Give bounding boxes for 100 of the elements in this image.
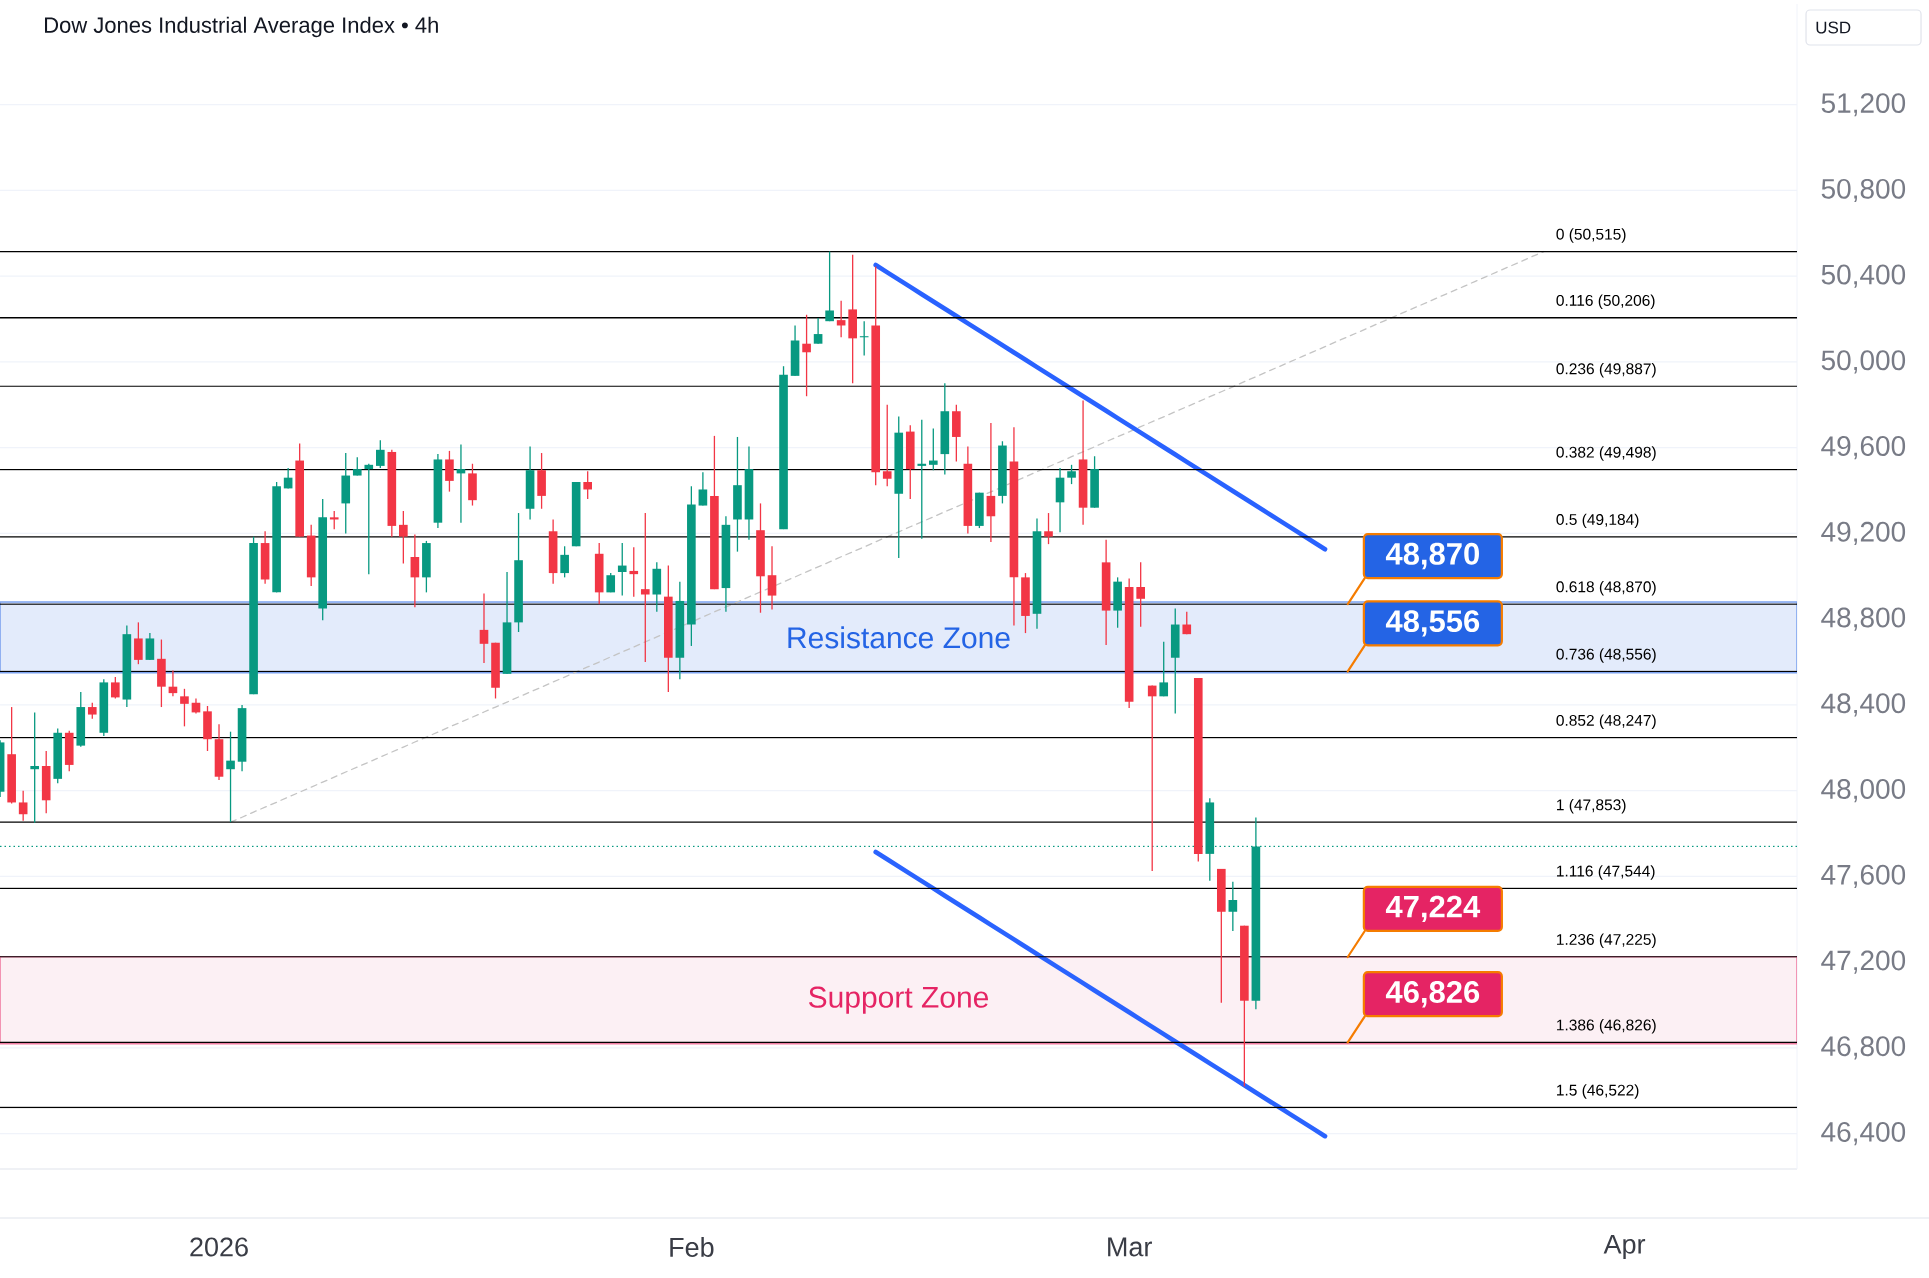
candlestick [825,250,834,322]
candlestick [422,540,431,594]
candlestick [249,535,258,695]
y-tick-label: 47,200 [1821,950,1906,974]
candlestick [7,706,16,805]
candlestick [329,510,339,530]
candlestick [295,442,304,538]
candlestick [30,711,39,824]
candlestick [1055,467,1065,533]
candlestick [180,688,189,727]
candlestick [952,404,961,463]
x-tick-label: 2026 [190,1237,248,1257]
candlestick [1101,539,1111,646]
candlestick [940,382,950,476]
candlestick [76,691,86,748]
candlestick [1228,881,1238,932]
ref-line-label: 0.236 (49,887) [1556,362,1656,378]
ref-line-label: 1.5 (46,522) [1557,1084,1639,1099]
candlestick [352,456,362,477]
candlestick [1136,561,1145,628]
candlestick [640,512,650,663]
candlestick [606,572,616,594]
candlestick [410,533,420,609]
y-tick-label: 50,400 [1821,264,1906,288]
ref-line-label: 0.736 (48,556) [1556,648,1656,663]
y-tick-label: 49,200 [1821,521,1906,545]
y-tick-label: 46,400 [1821,1122,1906,1146]
candlestick [779,365,788,530]
candlestick [1217,868,1226,1004]
candlestick [1078,399,1088,526]
candlestick [813,317,823,345]
ref-line-label: 0 (50,515) [1556,228,1626,243]
candlestick [479,592,489,664]
y-tick-label: 48,800 [1821,607,1906,631]
candlestick [1113,576,1122,629]
candlestick [1182,611,1192,635]
candlestick [1124,577,1134,709]
candlestick [375,439,385,469]
y-tick-label: 48,400 [1821,693,1906,717]
candlestick [203,705,212,752]
candlestick [721,515,731,613]
candlestick [468,463,477,507]
candlestick [387,449,397,538]
candlestick [790,324,800,377]
candlestick [399,510,408,565]
y-tick-label: 47,600 [1821,864,1906,888]
candlestick [1159,641,1169,697]
candlestick [733,436,742,553]
x-tick-label: Apr [1603,1234,1646,1260]
ref-line-label: 1.116 (47,544) [1557,865,1655,880]
candlestick [571,481,581,547]
candlestick [767,545,777,611]
candlestick [871,265,881,486]
text: Dow Jones Industrial Average Index • 4h [45,16,438,38]
candlestick [1021,572,1030,634]
candlestick [306,524,316,587]
candlestick [710,435,719,590]
candlestick [998,440,1007,505]
candlestick [237,704,247,773]
candlestick [859,320,869,357]
y-tick-label: 50,000 [1821,350,1906,374]
candlestick [594,542,604,605]
candlestick [1147,684,1157,872]
candlestick [905,424,915,500]
ref-line-label: 0.5 (49,184) [1556,513,1639,529]
candlestick [318,498,328,621]
candlestick [698,471,708,507]
candlestick [1032,517,1042,630]
band-label: Resistance Zone [788,626,1010,649]
candlestick [675,581,685,680]
ref-line-label: 0.618 (48,870) [1556,580,1656,596]
candlestick [157,638,166,708]
candlestick [502,571,512,675]
candlestick [433,453,443,529]
candlestick [882,404,892,487]
candlestick [1170,607,1180,715]
candlestick [134,621,143,665]
y-tick-label: 50,800 [1821,178,1906,202]
candlestick [18,790,28,822]
annotation: 48,870 [1385,542,1479,570]
candlestick [122,624,132,708]
candlestick [214,723,224,781]
x-tick-label: Mar [1108,1237,1152,1257]
candlestick [652,561,662,613]
text: USD [1816,21,1851,34]
candlestick [664,564,673,693]
candlestick [1240,925,1249,1088]
annotation: 46,826 [1385,980,1480,1008]
candlestick [260,530,270,585]
candlestick [975,492,984,529]
candlestick [145,632,155,661]
y-tick-label: 51,200 [1821,93,1906,117]
candlestick [560,545,569,579]
candlestick [744,445,754,541]
candlestick [525,445,535,521]
candlestick [514,512,523,633]
candlestick [894,415,904,559]
annotation: 47,224 [1385,895,1481,923]
candlestick [687,485,696,647]
candlestick [491,642,500,700]
